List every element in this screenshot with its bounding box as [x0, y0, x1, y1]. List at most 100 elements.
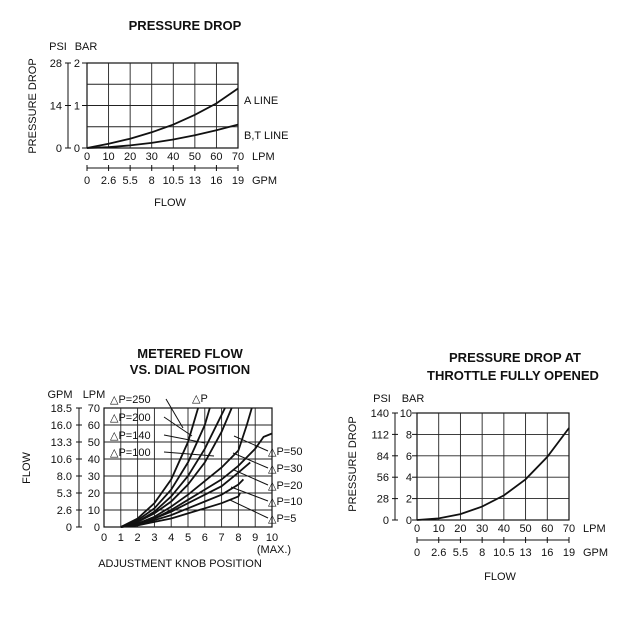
chart2-y-unit-lpm: LPM	[83, 389, 106, 401]
chart2-y-tick-gpm: 13.3	[51, 437, 72, 449]
chart1-x-unit-lpm: LPM	[252, 151, 275, 163]
chart1-x-tick-lpm: 50	[189, 151, 201, 163]
chart2-y-tick-gpm: 5.3	[57, 488, 72, 500]
chart2-x-tick: 2	[135, 532, 141, 544]
chart1-y-tick-bar: 1	[74, 101, 80, 113]
chart1-x-tick-lpm: 10	[102, 151, 114, 163]
chart1-x-tick-lpm: 30	[146, 151, 158, 163]
chart3-y-tick-psi: 84	[377, 451, 389, 463]
chart2-y-tick-lpm: 20	[88, 488, 100, 500]
chart2-x-tick: 1	[118, 532, 124, 544]
chart3-x-tick-gpm: 8	[479, 547, 485, 559]
chart2-x-tick: 4	[168, 532, 174, 544]
chart2-leader-line	[230, 486, 269, 502]
chart1-x-tick-gpm: 16	[210, 175, 222, 187]
chart2-title-line-1: METERED FLOW	[137, 346, 243, 361]
chart3-x-unit-gpm: GPM	[583, 547, 608, 559]
chart3-x-tick-gpm: 2.6	[431, 547, 446, 559]
chart2-y-tick-gpm: 10.6	[51, 454, 72, 466]
chart3-y-tick-psi: 56	[377, 472, 389, 484]
chart2-leader-line	[163, 416, 193, 437]
chart2-y-tick-lpm: 10	[88, 505, 100, 517]
chart3-y-unit-psi: PSI	[373, 393, 391, 405]
chart2-y-tick-gpm: 8.0	[57, 471, 72, 483]
chart2-x-tick: 7	[219, 532, 225, 544]
chart1-x-tick-gpm: 0	[84, 175, 90, 187]
chart1-x-tick-lpm: 0	[84, 151, 90, 163]
chart3-y-tick-bar: 0	[406, 515, 412, 527]
chart1-x-tick-lpm: 20	[124, 151, 136, 163]
chart1-x-tick-gpm: 10.5	[163, 175, 184, 187]
chart3-x-tick-lpm: 10	[433, 523, 445, 535]
chart2-y-tick-gpm: 2.6	[57, 505, 72, 517]
chart3-x-unit-lpm: LPM	[583, 523, 606, 535]
chart2-series-label-right: △P=20	[268, 480, 302, 492]
chart2-y-tick-lpm: 60	[88, 420, 100, 432]
chart2-series-line-dp-1	[120, 407, 211, 528]
chart2-x-max-label: (MAX.)	[257, 544, 291, 556]
chart2-series-line-dp-3	[120, 407, 233, 528]
chart3-x-tick-lpm: 40	[498, 523, 510, 535]
chart2-y-tick-gpm: 0	[66, 522, 72, 534]
chart2-y-tick-gpm: 16.0	[51, 420, 72, 432]
chart2-series-label-right: △P=10	[268, 496, 302, 508]
chart2-x-tick: 9	[252, 532, 258, 544]
chart2-leader-line	[163, 451, 215, 457]
chart2-series-label-left: △P=250	[110, 394, 151, 406]
chart2-y-label: FLOW	[21, 451, 33, 483]
chart2-leader-line	[163, 434, 206, 444]
chart2-y-tick-lpm: 40	[88, 454, 100, 466]
chart3-y-label: PRESSURE DROP	[347, 416, 359, 511]
chart3-x-tick-lpm: 30	[476, 523, 488, 535]
chart1-y-tick-psi: 14	[50, 101, 62, 113]
chart3-y-tick-bar: 4	[406, 472, 412, 484]
chart3-x-tick-lpm: 70	[563, 523, 575, 535]
chart2-series-label-right: △P=5	[268, 513, 296, 525]
chart3-series-line	[416, 427, 570, 521]
chart2-y-unit-gpm: GPM	[47, 389, 72, 401]
chart1-y-tick-bar: 0	[74, 143, 80, 155]
chart3-y-tick-bar: 10	[400, 408, 412, 420]
chart3-y-tick-bar: 6	[406, 451, 412, 463]
chart1-x-tick-lpm: 40	[167, 151, 179, 163]
chart3-plot-frame	[416, 412, 570, 521]
chart1-y-unit-bar: BAR	[75, 41, 98, 53]
chart3-x-tick-lpm: 60	[541, 523, 553, 535]
chart3-y-tick-bar: 2	[406, 494, 412, 506]
chart2-leader-line	[165, 398, 184, 429]
chart2-title-line-2: VS. DIAL POSITION	[130, 362, 250, 377]
chart2-x-tick: 6	[202, 532, 208, 544]
chart3-y-tick-psi: 112	[371, 429, 389, 441]
chart1-y-tick-psi: 0	[56, 143, 62, 155]
chart3-y-tick-psi: 140	[371, 408, 389, 420]
chart2-series-line-dp-0	[120, 407, 199, 528]
chart2-y-tick-lpm: 50	[88, 437, 100, 449]
chart2-dp-header: △P	[192, 393, 208, 405]
chart3-x-tick-lpm: 50	[519, 523, 531, 535]
chart1-y-tick-psi: 28	[50, 58, 62, 70]
chart2-series-label-left: △P=100	[110, 447, 151, 459]
chart1-x-tick-gpm: 8	[149, 175, 155, 187]
chart1-x-unit-gpm: GPM	[252, 175, 277, 187]
chart2-y-tick-gpm: 18.5	[51, 403, 72, 415]
chart1-series-line-bt-line	[86, 123, 239, 149]
chart3-x-tick-gpm: 10.5	[493, 547, 514, 559]
chart3-y-tick-psi: 0	[383, 515, 389, 527]
chart3-x-label: FLOW	[484, 571, 516, 583]
chart3-x-tick-lpm: 0	[414, 523, 420, 535]
chart3-x-tick-lpm: 20	[454, 523, 466, 535]
chart2-x-label: ADJUSTMENT KNOB POSITION	[98, 558, 262, 570]
chart2-series-label-left: △P=200	[110, 412, 151, 424]
chart1-series-label-a-line: A LINE	[244, 95, 278, 107]
chart3-x-tick-gpm: 16	[541, 547, 553, 559]
chart1-title: PRESSURE DROP	[129, 18, 242, 33]
chart3-title-line-1: PRESSURE DROP AT	[449, 350, 581, 365]
chart1-x-tick-lpm: 60	[210, 151, 222, 163]
chart3-x-tick-gpm: 0	[414, 547, 420, 559]
chart2-leader-line	[233, 435, 269, 452]
chart2-y-tick-lpm: 0	[94, 522, 100, 534]
chart1-x-tick-gpm: 13	[189, 175, 201, 187]
chart3-title-line-2: THROTTLE FULLY OPENED	[427, 368, 599, 383]
chart3-x-tick-gpm: 5.5	[453, 547, 468, 559]
